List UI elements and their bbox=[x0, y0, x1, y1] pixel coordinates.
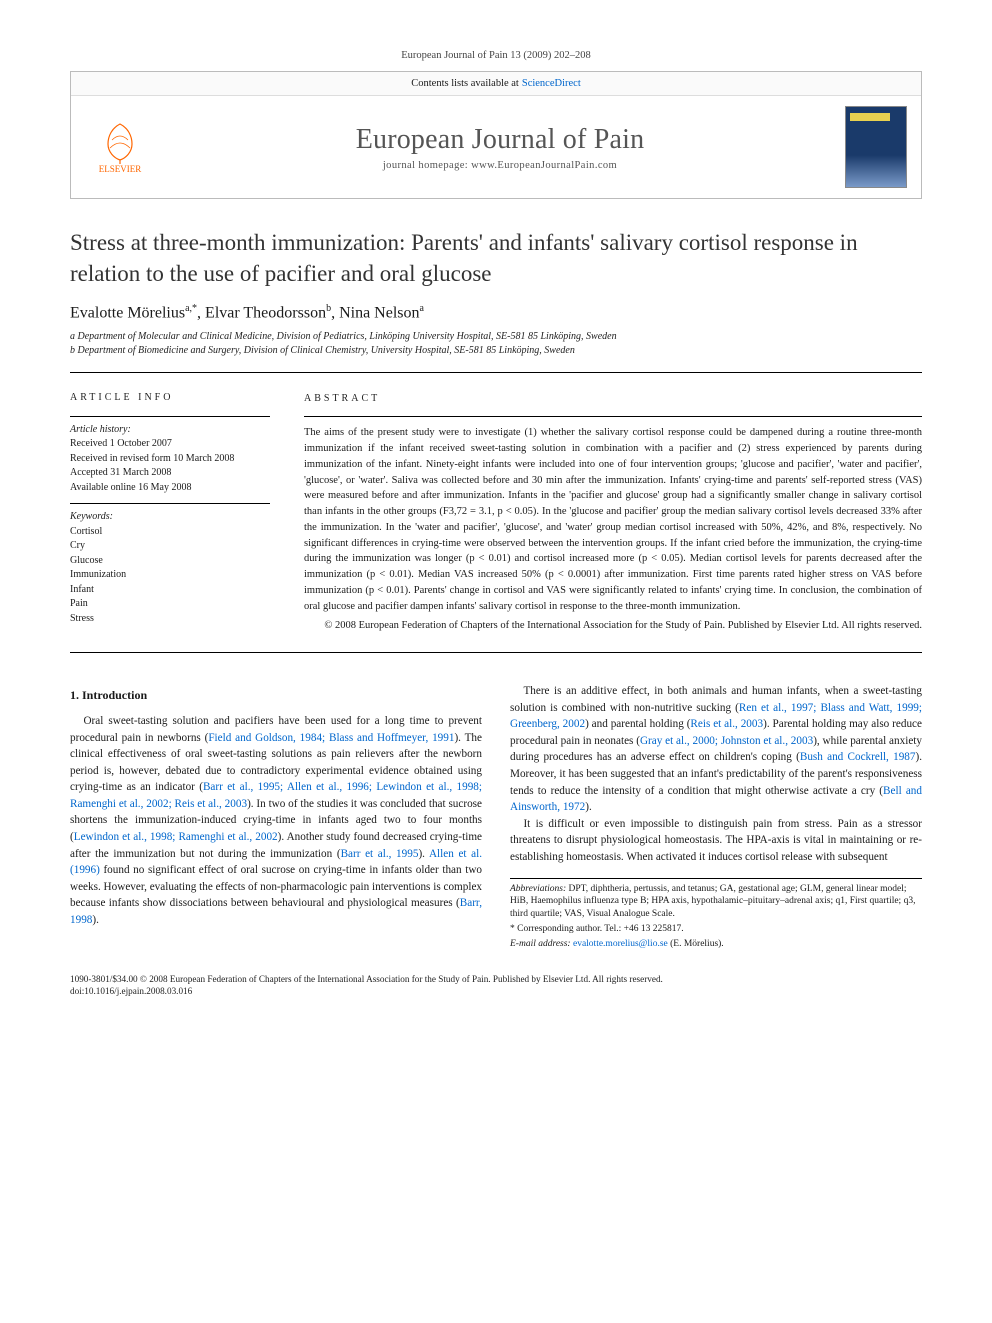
kw: Glucose bbox=[70, 554, 270, 569]
email: E-mail address: evalotte.morelius@lio.se… bbox=[510, 938, 922, 951]
homepage-url[interactable]: www.EuropeanJournalPain.com bbox=[471, 160, 617, 171]
kw: Cortisol bbox=[70, 525, 270, 540]
rule-bottom bbox=[70, 652, 922, 653]
kw: Pain bbox=[70, 597, 270, 612]
keywords-label: Keywords: bbox=[70, 510, 270, 525]
abbreviations: Abbreviations: DPT, diphtheria, pertussi… bbox=[510, 883, 922, 921]
abstract: ABSTRACT The aims of the present study w… bbox=[304, 391, 922, 634]
elsevier-logo: ELSEVIER bbox=[85, 120, 155, 174]
history-revised: Received in revised form 10 March 2008 bbox=[70, 452, 270, 467]
contents-prefix: Contents lists available at bbox=[411, 78, 519, 89]
intro-p1: Oral sweet-tasting solution and pacifier… bbox=[70, 713, 482, 929]
ref-link[interactable]: Bush and Cockrell, 1987 bbox=[800, 751, 916, 763]
article-title: Stress at three-month immunization: Pare… bbox=[70, 227, 922, 289]
history-label: Article history: bbox=[70, 423, 270, 438]
journal-cover-thumb bbox=[845, 106, 907, 188]
abstract-body: The aims of the present study were to in… bbox=[304, 425, 922, 614]
abstract-copyright: © 2008 European Federation of Chapters o… bbox=[304, 618, 922, 634]
affiliation-a: a Department of Molecular and Clinical M… bbox=[70, 330, 922, 344]
rule-top bbox=[70, 372, 922, 373]
history-received: Received 1 October 2007 bbox=[70, 437, 270, 452]
ref-link[interactable]: Barr et al., 1995 bbox=[341, 848, 419, 860]
kw: Immunization bbox=[70, 568, 270, 583]
kw: Cry bbox=[70, 539, 270, 554]
ref-link[interactable]: Reis et al., 2003 bbox=[690, 718, 763, 730]
homepage-label: journal homepage: bbox=[383, 160, 468, 171]
ref-link[interactable]: Gray et al., 2000; Johnston et al., 2003 bbox=[640, 735, 813, 747]
journal-homepage: journal homepage: www.EuropeanJournalPai… bbox=[155, 160, 845, 171]
ref-link[interactable]: Field and Goldson, 1984; Blass and Hoffm… bbox=[208, 732, 454, 744]
history-online: Available online 16 May 2008 bbox=[70, 481, 270, 496]
keywords-list: Cortisol Cry Glucose Immunization Infant… bbox=[70, 525, 270, 627]
page-footer: 1090-3801/$34.00 © 2008 European Federat… bbox=[70, 973, 922, 998]
contents-available-line: Contents lists available at ScienceDirec… bbox=[71, 72, 921, 96]
abstract-heading: ABSTRACT bbox=[304, 391, 922, 406]
journal-header: Contents lists available at ScienceDirec… bbox=[70, 71, 922, 199]
author-list: Evalotte Möreliusa,*, Elvar Theodorssonb… bbox=[70, 303, 922, 322]
history-accepted: Accepted 31 March 2008 bbox=[70, 466, 270, 481]
journal-title: European Journal of Pain bbox=[155, 124, 845, 156]
footer-doi: doi:10.1016/j.ejpain.2008.03.016 bbox=[70, 985, 922, 997]
article-info: ARTICLE INFO Article history: Received 1… bbox=[70, 391, 270, 634]
footer-copyright: 1090-3801/$34.00 © 2008 European Federat… bbox=[70, 973, 922, 985]
corresponding-author: * Corresponding author. Tel.: +46 13 225… bbox=[510, 923, 922, 936]
footnotes: Abbreviations: DPT, diphtheria, pertussi… bbox=[510, 878, 922, 951]
email-link[interactable]: evalotte.morelius@lio.se bbox=[573, 939, 668, 949]
elsevier-label: ELSEVIER bbox=[99, 164, 142, 174]
intro-p2: There is an additive effect, in both ani… bbox=[510, 683, 922, 816]
ref-link[interactable]: Lewindon et al., 1998; Ramenghi et al., … bbox=[74, 831, 278, 843]
affiliations: a Department of Molecular and Clinical M… bbox=[70, 330, 922, 358]
body-columns: 1. Introduction Oral sweet-tasting solut… bbox=[70, 683, 922, 950]
intro-p3: It is difficult or even impossible to di… bbox=[510, 816, 922, 866]
kw: Stress bbox=[70, 612, 270, 627]
sciencedirect-link[interactable]: ScienceDirect bbox=[522, 78, 581, 89]
article-info-heading: ARTICLE INFO bbox=[70, 391, 270, 406]
running-head: European Journal of Pain 13 (2009) 202–2… bbox=[70, 50, 922, 61]
kw: Infant bbox=[70, 583, 270, 598]
elsevier-tree-icon bbox=[98, 120, 142, 164]
section-heading-intro: 1. Introduction bbox=[70, 687, 482, 705]
affiliation-b: b Department of Biomedicine and Surgery,… bbox=[70, 344, 922, 358]
